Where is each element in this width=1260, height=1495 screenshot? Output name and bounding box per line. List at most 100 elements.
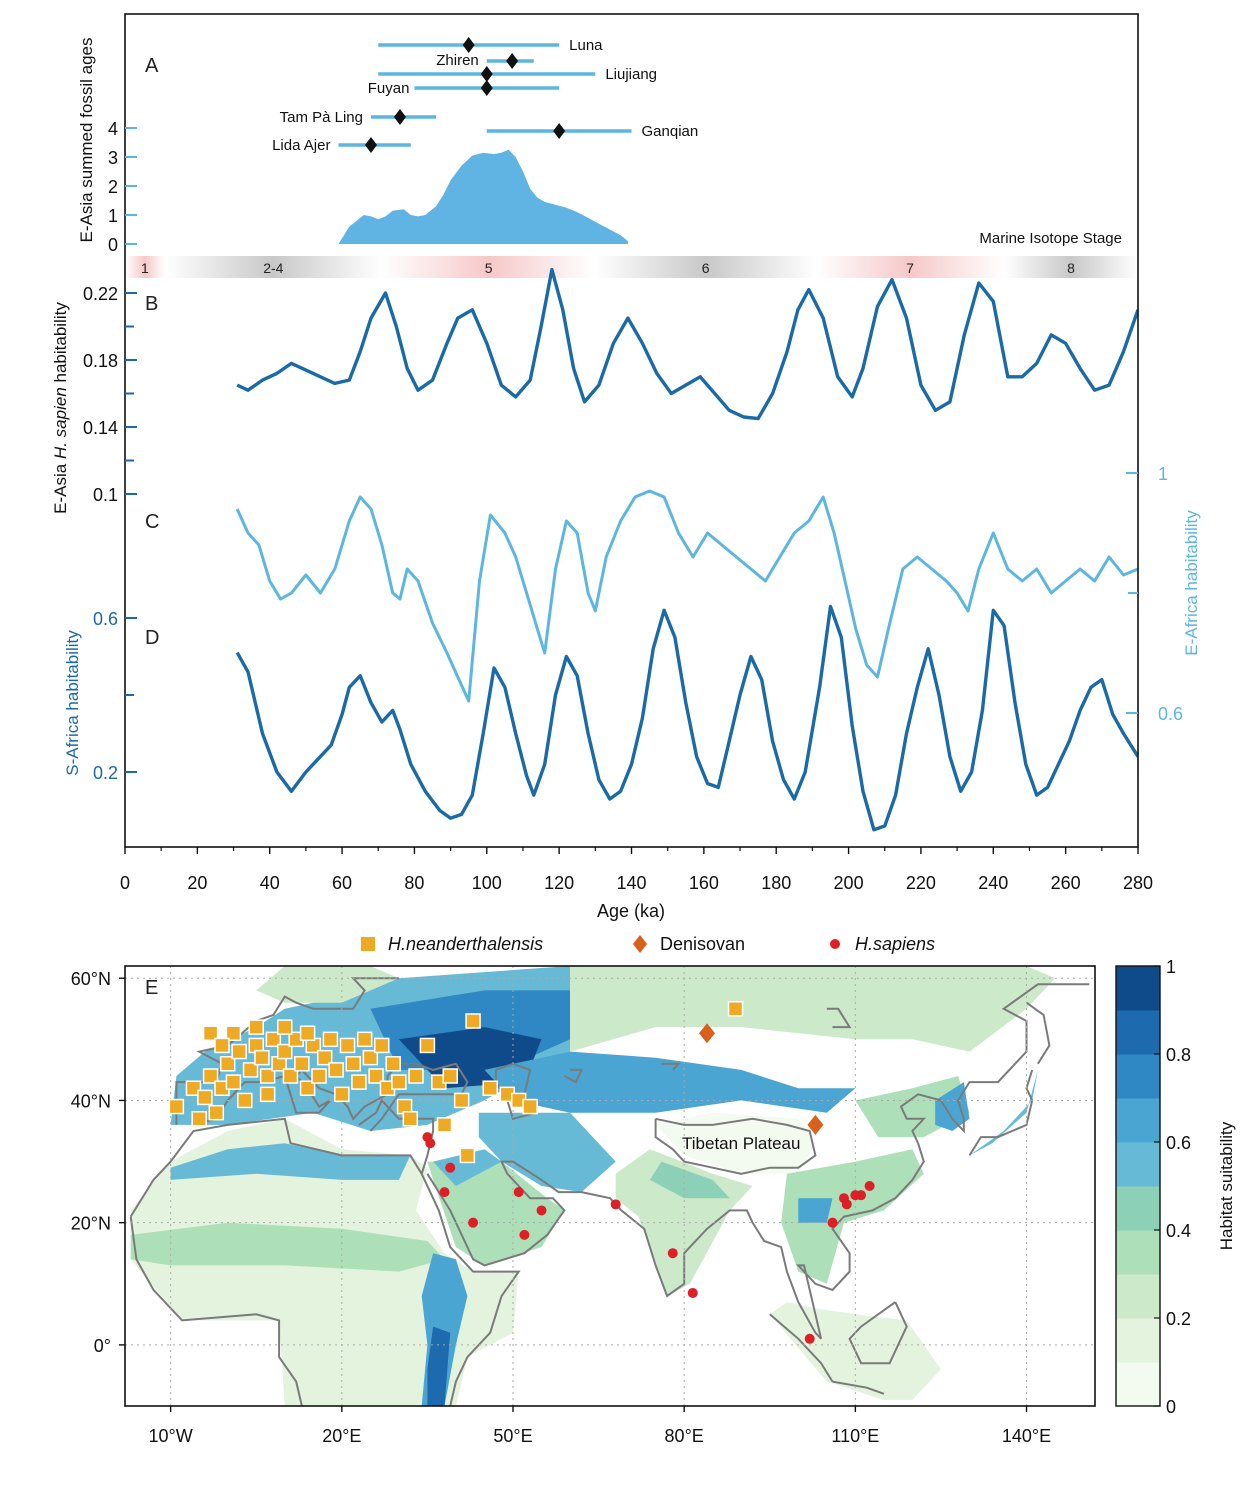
latitude-tick-label: 60°N bbox=[71, 969, 111, 989]
hominin-sites bbox=[168, 1001, 875, 1344]
panel-a-y-tick-label: 1 bbox=[108, 206, 118, 226]
neanderthal-site bbox=[202, 1068, 219, 1084]
mis-stage-label: 2-4 bbox=[263, 260, 283, 276]
mis-stage-label: 8 bbox=[1067, 260, 1075, 276]
sapiens-site bbox=[445, 1162, 456, 1173]
neanderthal-site bbox=[368, 1068, 384, 1084]
ylabel-b-italic: H. sapien bbox=[51, 387, 70, 459]
neanderthal-site bbox=[391, 1074, 407, 1090]
neanderthal-site bbox=[214, 1037, 230, 1054]
mis-stage-label: 1 bbox=[141, 260, 149, 276]
neanderthal-site bbox=[259, 1068, 276, 1084]
fossil-site-label: Luna bbox=[569, 37, 603, 54]
neanderthal-site bbox=[385, 1056, 401, 1072]
neanderthal-site bbox=[322, 1031, 339, 1048]
mis-stage-2-4 bbox=[164, 256, 382, 278]
colorbar-segment bbox=[1116, 1274, 1160, 1319]
panel-d-south-africa-habitability bbox=[235, 604, 1138, 832]
colorbar-segment bbox=[1116, 1186, 1160, 1231]
panel-c-y-axis-title: E-Africa habitability bbox=[1182, 510, 1201, 656]
suitability-region bbox=[478, 1112, 616, 1193]
sapiens-site bbox=[687, 1287, 698, 1298]
top-axes: 0 20 40 60 80 100 120 140 160 180 200 220 240 260 2800… bbox=[83, 119, 1183, 893]
colorbar-tick-label: 0.8 bbox=[1166, 1045, 1191, 1065]
x-axis-title: Age (ka) bbox=[597, 901, 665, 921]
panel-c-y-tick-label: 0.6 bbox=[1158, 704, 1183, 724]
suitability-region bbox=[130, 1222, 445, 1272]
neanderthal-site bbox=[299, 1025, 316, 1041]
coastline bbox=[968, 1069, 1034, 1156]
coastline bbox=[1025, 1001, 1051, 1065]
mis-stage-label: 6 bbox=[702, 260, 710, 276]
panel-b-y-tick-label: 0.14 bbox=[83, 418, 118, 438]
time-series-panels: Luna Zhiren Liujiang Fuyan Tam Pà Ling Ganqia… bbox=[235, 37, 1138, 832]
legend-marker-denisovan bbox=[633, 935, 647, 953]
neanderthal-site bbox=[459, 1147, 476, 1164]
sapiens-site bbox=[827, 1217, 838, 1228]
neanderthal-site bbox=[277, 1043, 293, 1060]
suitability-region bbox=[969, 1069, 1038, 1156]
panel-b-y-axis-title: E-Asia H. sapien habitability bbox=[51, 302, 70, 514]
neanderthal-site bbox=[727, 1001, 744, 1017]
panel-d-y-tick-label: 0.6 bbox=[93, 609, 118, 629]
fossil-age-marker bbox=[365, 137, 378, 153]
neanderthal-site bbox=[316, 1049, 333, 1066]
sapiens-site bbox=[519, 1229, 530, 1240]
neanderthal-site bbox=[231, 1043, 247, 1060]
sapiens-site bbox=[536, 1205, 547, 1216]
coastline bbox=[129, 1117, 521, 1406]
neanderthal-site bbox=[265, 1031, 282, 1048]
fossil-site-label: Fuyan bbox=[368, 80, 410, 97]
suitability-region bbox=[427, 1161, 565, 1266]
mis-stage-7 bbox=[816, 256, 1005, 278]
ylabel-b-part1: E-Asia bbox=[51, 459, 70, 514]
colorbar-frame bbox=[1115, 965, 1161, 1407]
neanderthal-site bbox=[248, 1019, 264, 1035]
colorbar-segment bbox=[1116, 1362, 1160, 1407]
denisovan-site bbox=[807, 1114, 824, 1135]
coastline bbox=[796, 983, 1090, 1340]
neanderthal-site bbox=[254, 1049, 270, 1066]
suitability-region bbox=[655, 1112, 816, 1174]
neanderthal-site bbox=[282, 1068, 299, 1084]
coastline bbox=[848, 1301, 908, 1365]
longitude-tick-label: 10°W bbox=[149, 1426, 193, 1446]
panel-b-y-tick-label: 0.22 bbox=[83, 284, 118, 304]
sapiens-site bbox=[856, 1190, 867, 1201]
sapiens-site bbox=[425, 1138, 436, 1149]
neanderthal-site bbox=[362, 1049, 379, 1066]
legend-marker-neanderthal bbox=[361, 937, 375, 951]
panel-a-y-tick-label: 4 bbox=[108, 119, 118, 139]
series-line-E-Asia bbox=[236, 267, 1138, 421]
mis-title: Marine Isotope Stage bbox=[979, 230, 1122, 247]
neanderthal-site bbox=[339, 1037, 356, 1054]
fossil-age-marker bbox=[480, 66, 493, 82]
neanderthal-site bbox=[185, 1080, 202, 1096]
x-tick-label: 180 bbox=[761, 873, 791, 893]
colorbar: 0 0.2 0.4 0.6 0.8 1 Habitat suitability bbox=[1115, 957, 1236, 1417]
colorbar-tick-label: 0.6 bbox=[1166, 1133, 1191, 1153]
ylabel-b-part2: habitability bbox=[51, 302, 70, 388]
suitability-region bbox=[433, 1149, 502, 1186]
fossil-site-label: Tam Pà Ling bbox=[280, 109, 363, 126]
x-tick-label: 220 bbox=[906, 873, 936, 893]
suitability-region bbox=[256, 966, 399, 1003]
x-tick-label: 20 bbox=[187, 873, 207, 893]
neanderthal-site bbox=[208, 1104, 225, 1121]
latitude-tick-label: 20°N bbox=[71, 1214, 111, 1234]
x-tick-label: 0 bbox=[120, 873, 130, 893]
neanderthal-site bbox=[374, 1037, 390, 1054]
colorbar-segment bbox=[1116, 1230, 1160, 1275]
neanderthal-site bbox=[219, 1056, 236, 1072]
x-tick-label: 280 bbox=[1123, 873, 1153, 893]
mis-stage-label: 7 bbox=[906, 260, 914, 276]
neanderthal-site bbox=[442, 1068, 458, 1084]
coastline bbox=[769, 1313, 834, 1383]
neanderthal-site bbox=[482, 1080, 498, 1096]
suitability-region bbox=[940, 966, 1056, 1052]
neanderthal-site bbox=[191, 1111, 207, 1127]
fossil-age-marker bbox=[553, 123, 566, 139]
panel-c-y-tick-label: 1 bbox=[1158, 464, 1168, 484]
panel-a-y-tick-label: 0 bbox=[108, 235, 118, 255]
coastline bbox=[661, 1062, 681, 1071]
